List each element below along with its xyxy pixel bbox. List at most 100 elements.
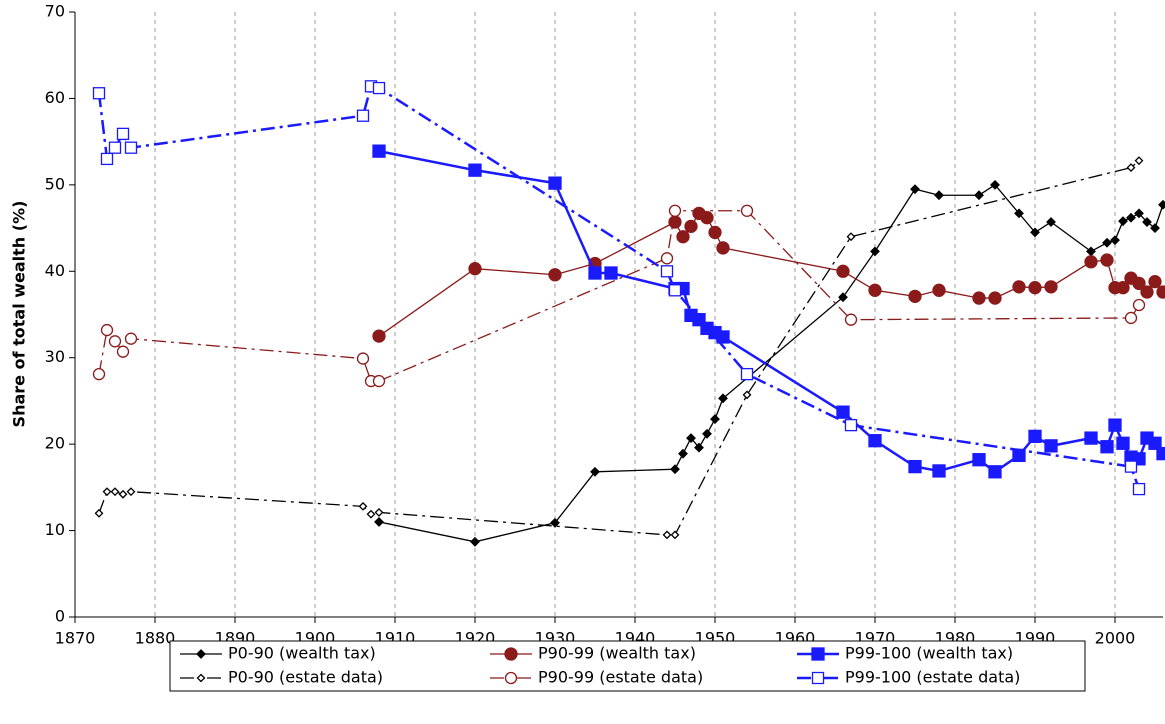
marker bbox=[470, 536, 480, 547]
marker bbox=[1100, 253, 1114, 267]
marker bbox=[1100, 440, 1114, 454]
marker bbox=[1044, 280, 1058, 294]
y-tick-label: 20 bbox=[45, 434, 65, 453]
marker bbox=[1126, 163, 1136, 172]
marker bbox=[660, 265, 674, 278]
series-line bbox=[378, 212, 1164, 337]
marker bbox=[92, 367, 106, 381]
marker bbox=[372, 81, 386, 95]
marker bbox=[1124, 311, 1138, 325]
marker bbox=[718, 393, 728, 404]
marker bbox=[92, 87, 106, 100]
marker bbox=[662, 530, 672, 540]
marker bbox=[116, 127, 130, 141]
marker bbox=[468, 163, 482, 177]
legend-label: P0-90 (wealth tax) bbox=[228, 644, 376, 663]
marker bbox=[1126, 212, 1136, 223]
marker bbox=[1028, 429, 1042, 444]
marker bbox=[844, 418, 858, 432]
marker bbox=[668, 215, 682, 229]
marker bbox=[356, 352, 370, 365]
y-tick-label: 60 bbox=[45, 88, 65, 107]
marker bbox=[102, 487, 112, 497]
marker bbox=[910, 184, 920, 195]
marker bbox=[374, 508, 384, 517]
marker bbox=[908, 459, 922, 474]
marker bbox=[742, 390, 752, 400]
marker bbox=[94, 508, 104, 518]
marker bbox=[836, 264, 850, 278]
marker bbox=[548, 176, 562, 190]
marker bbox=[678, 448, 688, 459]
marker bbox=[372, 374, 386, 388]
series-line bbox=[378, 183, 1164, 543]
legend-label: P99-100 (estate data) bbox=[845, 668, 1020, 687]
y-tick-label: 50 bbox=[45, 174, 65, 193]
marker bbox=[811, 647, 825, 661]
marker bbox=[358, 501, 368, 511]
marker bbox=[1044, 439, 1058, 453]
marker bbox=[668, 284, 682, 297]
marker bbox=[1134, 208, 1144, 219]
marker bbox=[668, 204, 682, 217]
marker bbox=[1046, 217, 1056, 227]
series-line bbox=[378, 149, 1164, 474]
marker bbox=[1110, 235, 1120, 246]
marker bbox=[468, 262, 482, 276]
marker bbox=[846, 232, 856, 242]
marker bbox=[1028, 281, 1042, 295]
marker bbox=[670, 530, 680, 540]
x-tick-label: 2000 bbox=[1095, 629, 1136, 648]
marker bbox=[990, 179, 1000, 190]
marker bbox=[1030, 227, 1040, 238]
series-line bbox=[97, 84, 1141, 490]
marker bbox=[868, 283, 882, 297]
marker bbox=[670, 464, 680, 475]
legend-label: P90-99 (estate data) bbox=[538, 668, 703, 687]
marker bbox=[118, 489, 128, 499]
series-line bbox=[98, 160, 1140, 536]
marker bbox=[1158, 199, 1165, 210]
marker bbox=[108, 141, 122, 154]
marker bbox=[1156, 446, 1165, 461]
marker bbox=[694, 442, 704, 453]
marker bbox=[1012, 280, 1026, 294]
marker bbox=[932, 464, 946, 478]
marker bbox=[100, 323, 114, 337]
y-axis-label: Share of total wealth (%) bbox=[10, 201, 29, 428]
marker bbox=[1108, 418, 1122, 432]
legend-box bbox=[169, 640, 1086, 692]
marker bbox=[1148, 275, 1162, 289]
legend-label: P99-100 (wealth tax) bbox=[845, 644, 1013, 663]
marker bbox=[716, 330, 730, 344]
marker bbox=[702, 428, 712, 439]
marker bbox=[988, 465, 1002, 479]
marker bbox=[700, 211, 714, 225]
x-tick-label: 1870 bbox=[55, 629, 96, 648]
marker bbox=[1084, 431, 1098, 445]
y-tick-label: 10 bbox=[45, 520, 65, 539]
marker bbox=[1124, 460, 1138, 473]
marker bbox=[126, 487, 136, 497]
marker bbox=[932, 283, 946, 297]
marker bbox=[868, 434, 882, 448]
marker bbox=[1140, 285, 1154, 299]
marker bbox=[1084, 255, 1098, 269]
marker bbox=[590, 466, 600, 477]
marker bbox=[836, 405, 850, 419]
marker bbox=[1102, 237, 1112, 248]
legend-label: P90-99 (wealth tax) bbox=[538, 644, 696, 663]
marker bbox=[196, 673, 206, 683]
marker bbox=[550, 517, 560, 528]
x-tick-label: 1880 bbox=[135, 629, 176, 648]
marker bbox=[708, 225, 722, 240]
marker bbox=[1148, 436, 1162, 450]
marker bbox=[1116, 281, 1130, 295]
marker bbox=[686, 433, 696, 444]
marker bbox=[811, 671, 825, 685]
marker bbox=[740, 204, 754, 217]
marker bbox=[116, 345, 130, 358]
marker bbox=[1132, 482, 1146, 496]
marker bbox=[1118, 216, 1128, 227]
marker bbox=[740, 367, 754, 381]
